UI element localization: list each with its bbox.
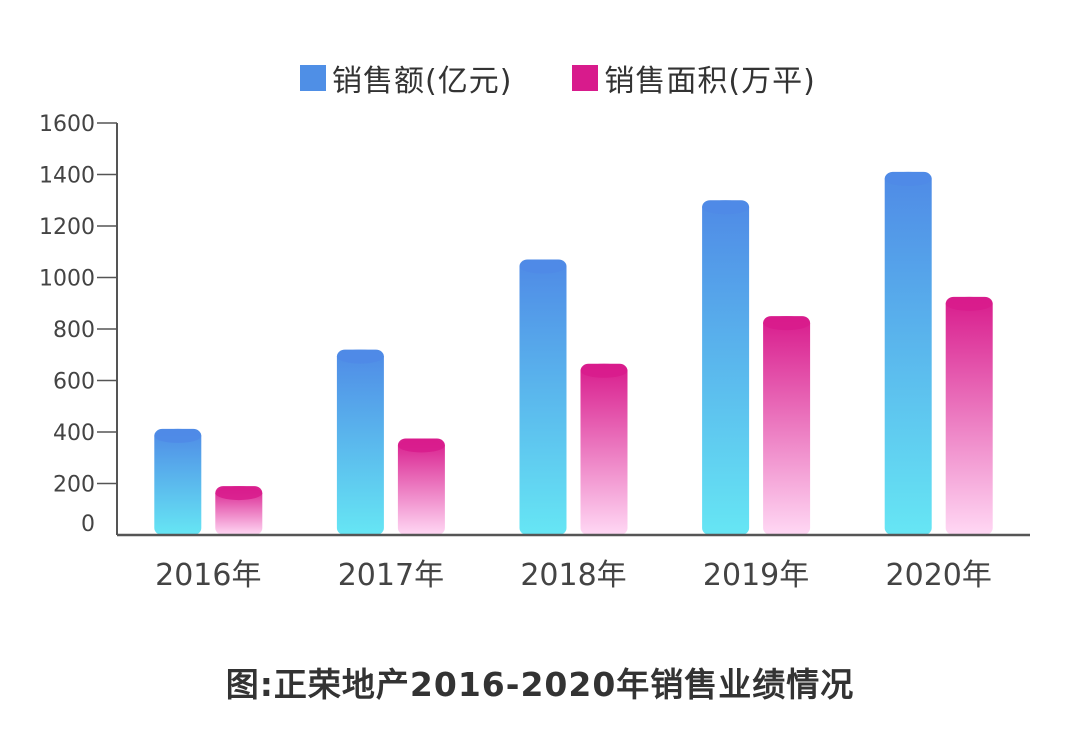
chart-plot: 0 200 400 600 800 1000 1200 1400 1600 2016年 2017年… bbox=[39, 112, 1030, 593]
bar-cap-sales-area-2 bbox=[580, 363, 628, 378]
bar-cap-sales-amount-4 bbox=[884, 171, 932, 186]
x-tick-label: 2019年 bbox=[703, 558, 809, 593]
y-tick-label: 1000 bbox=[39, 267, 95, 292]
bar-sales-area-2 bbox=[580, 363, 628, 535]
legend-item-sales-area: 销售面积(万平) bbox=[572, 56, 815, 100]
x-tick-label: 2020年 bbox=[886, 558, 992, 593]
x-tick-label: 2018年 bbox=[520, 558, 626, 593]
x-tick-label: 2017年 bbox=[338, 558, 444, 593]
bar-sales-amount-1 bbox=[336, 349, 384, 535]
bar-cap-sales-amount-0 bbox=[154, 428, 202, 443]
chart-legend: 销售额(亿元) 销售面积(万平) bbox=[300, 56, 816, 100]
bar-cap-sales-amount-2 bbox=[519, 259, 567, 274]
bar-sales-amount-4 bbox=[884, 171, 932, 536]
bar-sales-amount-0 bbox=[154, 428, 202, 535]
y-tick-label: 600 bbox=[53, 370, 95, 395]
bar-sales-amount-3 bbox=[702, 200, 750, 535]
y-axis: 0 200 400 600 800 1000 1200 1400 1600 bbox=[39, 112, 118, 537]
bar-cap-sales-amount-1 bbox=[336, 349, 384, 364]
y-tick-label: 800 bbox=[53, 318, 95, 343]
legend-swatch-sales-amount bbox=[300, 65, 326, 91]
figure-caption: 图:正荣地产2016-2020年销售业绩情况 bbox=[225, 665, 855, 704]
bars bbox=[154, 171, 993, 536]
y-tick-label: 1600 bbox=[39, 112, 95, 137]
bar-cap-sales-area-0 bbox=[215, 486, 263, 501]
x-tick-label: 2016年 bbox=[155, 558, 261, 593]
bar-sales-area-3 bbox=[763, 316, 811, 535]
y-tick-label: 400 bbox=[53, 421, 95, 446]
bar-cap-sales-amount-3 bbox=[702, 200, 750, 215]
legend-label-sales-amount: 销售额(亿元) bbox=[332, 64, 513, 99]
legend-label-sales-area: 销售面积(万平) bbox=[604, 64, 816, 99]
y-tick-label: 200 bbox=[53, 473, 95, 498]
bar-sales-amount-2 bbox=[519, 259, 567, 535]
bar-sales-area-4 bbox=[945, 296, 993, 535]
legend-item-sales-amount: 销售额(亿元) bbox=[300, 56, 512, 100]
y-tick-label: 1400 bbox=[39, 164, 95, 189]
legend-swatch-sales-area bbox=[572, 65, 599, 91]
bar-cap-sales-area-4 bbox=[945, 296, 993, 311]
bar-cap-sales-area-3 bbox=[763, 316, 811, 331]
y-tick-label: 1200 bbox=[39, 215, 95, 240]
bar-cap-sales-area-1 bbox=[397, 438, 445, 453]
bar-sales-area-1 bbox=[397, 438, 445, 535]
y-tick-label: 0 bbox=[81, 512, 95, 537]
x-axis: 2016年 2017年 2018年 2019年 2020年 bbox=[117, 533, 1030, 593]
